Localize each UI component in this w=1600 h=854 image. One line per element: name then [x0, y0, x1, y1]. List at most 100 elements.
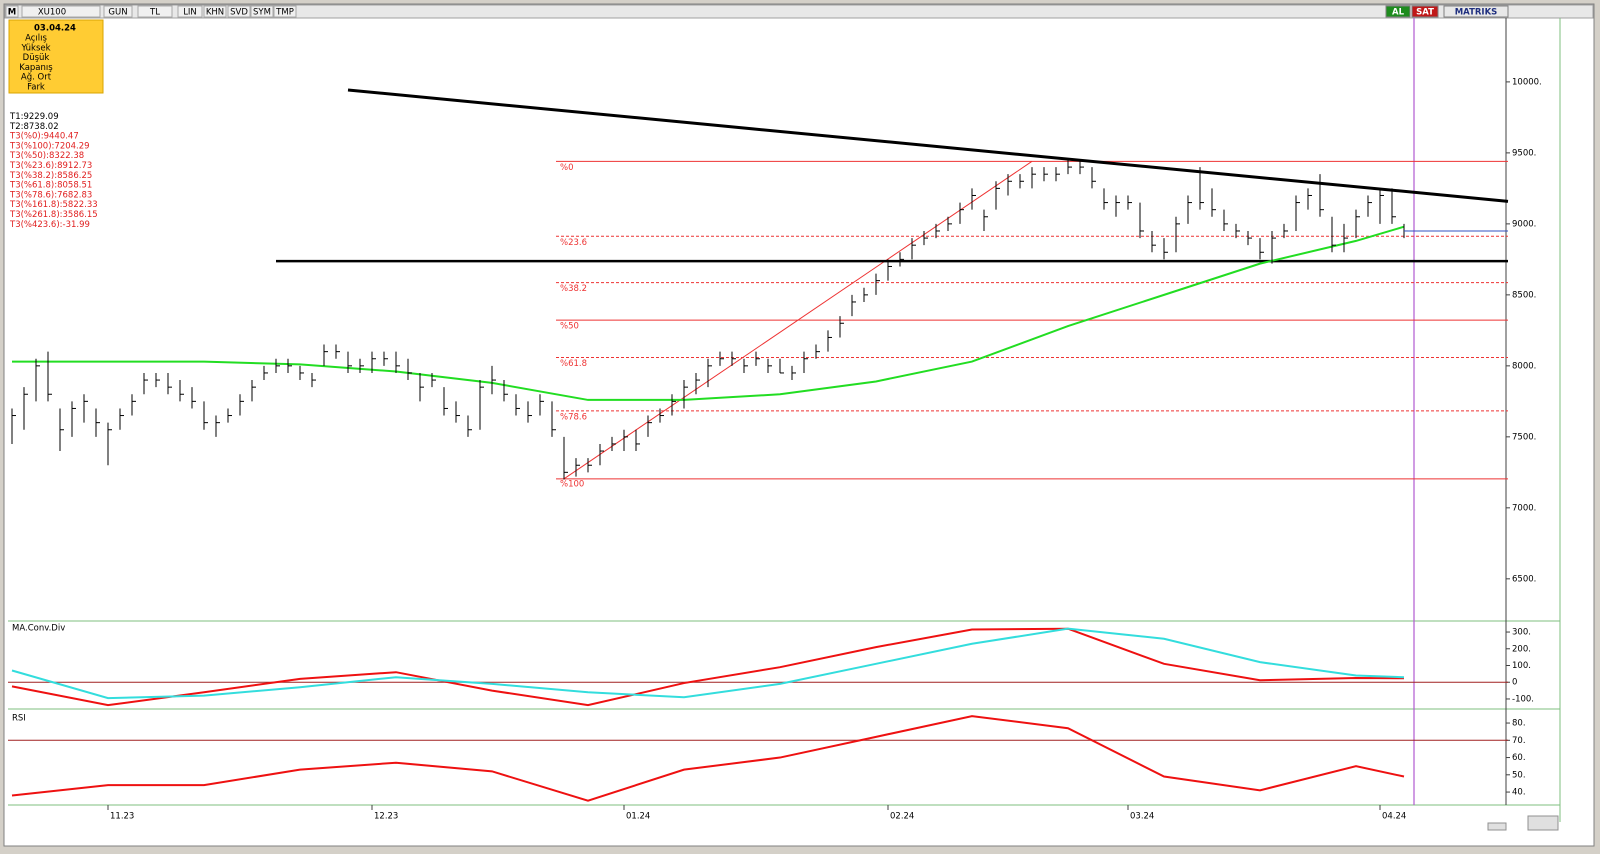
toolbar-label: M [8, 8, 16, 18]
legend-name: T2: [9, 121, 23, 131]
y-tick-label: 80. [1512, 719, 1526, 729]
legend-value: 5822.33 [63, 200, 98, 210]
toolbar-button[interactable] [203, 5, 227, 18]
legend-entry: T2:8738.02 [9, 121, 59, 131]
y-tick-label: 8000. [1512, 361, 1536, 371]
y-tick-label: 60. [1512, 753, 1526, 763]
y-tick-label: 70. [1512, 736, 1526, 746]
toolbar-button[interactable] [21, 5, 101, 18]
info-row: Açılış [25, 34, 47, 44]
legend-name: T3(%261.8): [9, 210, 63, 220]
y-tick-label: 6500. [1512, 574, 1536, 584]
legend-entry: T3(%50):8322.38 [9, 151, 84, 161]
toolbar-label: AL [1392, 8, 1405, 18]
fib-label: %0 [560, 163, 574, 173]
toolbar-label: MATRIKS [1455, 8, 1498, 18]
legend-value: -31.99 [63, 219, 90, 229]
legend-name: T1: [9, 112, 23, 122]
scroll-thumb[interactable] [1487, 822, 1507, 831]
y-tick-label: 7000. [1512, 503, 1536, 513]
legend-name: T3(%423.6): [9, 219, 63, 229]
y-tick-label: 8500. [1512, 290, 1536, 300]
toolbar-button[interactable] [103, 5, 133, 18]
legend-entry: T3(%38.2):8586.25 [9, 170, 92, 180]
legend-value: 3586.15 [63, 210, 98, 220]
legend-entry: T3(%161.8):5822.33 [9, 200, 98, 210]
toolbar-button[interactable] [137, 5, 173, 18]
nav-buttons[interactable] [1527, 815, 1559, 831]
y-tick-label: 40. [1512, 788, 1526, 798]
y-tick-label: 100. [1512, 661, 1531, 671]
toolbar-label: GUN [108, 8, 127, 18]
panel-title: RSI [12, 714, 26, 724]
x-tick-label: 12.23 [374, 812, 398, 822]
info-row: Ağ. Ort [21, 73, 52, 83]
toolbar-button[interactable] [1411, 5, 1439, 18]
y-tick-label: 0 [1512, 678, 1517, 688]
toolbar-label: SYM [253, 8, 271, 18]
legend-value: 8912.73 [57, 161, 92, 171]
info-row: Yüksek [20, 43, 50, 53]
legend-entry: T3(%78.6):7682.83 [9, 190, 92, 200]
toolbar [4, 4, 1594, 19]
legend-entry: T3(%261.8):3586.15 [9, 210, 98, 220]
x-tick-label: 11.23 [110, 812, 134, 822]
y-tick-label: 9000. [1512, 219, 1536, 229]
x-tick-label: 01.24 [626, 812, 650, 822]
y-tick-label: 10000. [1512, 77, 1542, 87]
indicator-line [11, 627, 1405, 700]
toolbar-label: KHN [206, 8, 224, 18]
y-tick-label: 50. [1512, 770, 1526, 780]
fib-label: %61.8 [560, 359, 587, 369]
info-row: Fark [27, 83, 45, 93]
legend-name: T3(%38.2): [9, 170, 57, 180]
y-tick-label: 7500. [1512, 432, 1536, 442]
y-tick-label: 200. [1512, 644, 1531, 654]
fib-trend [563, 160, 1033, 480]
x-tick-label: 02.24 [890, 812, 914, 822]
toolbar-label: TL [149, 8, 160, 18]
legend-value: 7204.29 [54, 141, 89, 151]
y-tick-label: 9500. [1512, 148, 1536, 158]
legend-value: 8738.02 [23, 121, 58, 131]
info-date: 03.04.24 [34, 24, 76, 34]
legend-name: T3(%23.6): [9, 161, 57, 171]
indicator-line [11, 715, 1405, 802]
panel-title: MA.Conv.Div [12, 624, 65, 634]
toolbar-button[interactable] [5, 5, 19, 18]
info-row: Kapanış [19, 63, 53, 73]
x-tick-label: 03.24 [1130, 812, 1154, 822]
legend-name: T3(%100): [9, 141, 54, 151]
legend-entry: T3(%0):9440.47 [9, 131, 79, 141]
window [3, 3, 1595, 847]
legend-value: 8058.51 [57, 180, 92, 190]
toolbar-button[interactable] [250, 5, 274, 18]
legend-entry: T3(%61.8):8058.51 [9, 180, 92, 190]
toolbar-label: SVD [230, 8, 248, 18]
toolbar-button[interactable] [227, 5, 251, 18]
legend-name: T3(%78.6): [9, 190, 57, 200]
moving-average [12, 225, 1405, 401]
y-tick-label: -100. [1512, 694, 1534, 704]
toolbar-button[interactable] [1385, 5, 1411, 18]
indicator-line [11, 627, 1405, 707]
fib-label: %78.6 [560, 412, 587, 422]
legend-name: T3(%50): [9, 151, 49, 161]
fib-label: %50 [560, 322, 579, 332]
fib-label: %38.2 [560, 284, 587, 294]
fib-label: %100 [560, 479, 584, 489]
legend-entry: T1:9229.09 [9, 112, 59, 122]
x-tick-label: 04.24 [1382, 812, 1406, 822]
trend-line [347, 88, 1509, 203]
legend-value: 7682.83 [57, 190, 92, 200]
toolbar-button[interactable] [273, 5, 297, 18]
toolbar-label: TMP [275, 8, 294, 18]
legend-entry: T3(%100):7204.29 [9, 141, 90, 151]
info-box [8, 19, 104, 94]
toolbar-button[interactable] [1443, 5, 1509, 18]
toolbar-button[interactable] [177, 5, 203, 18]
fib-label: %23.6 [560, 238, 587, 248]
toolbar-label: SAT [1416, 8, 1434, 18]
